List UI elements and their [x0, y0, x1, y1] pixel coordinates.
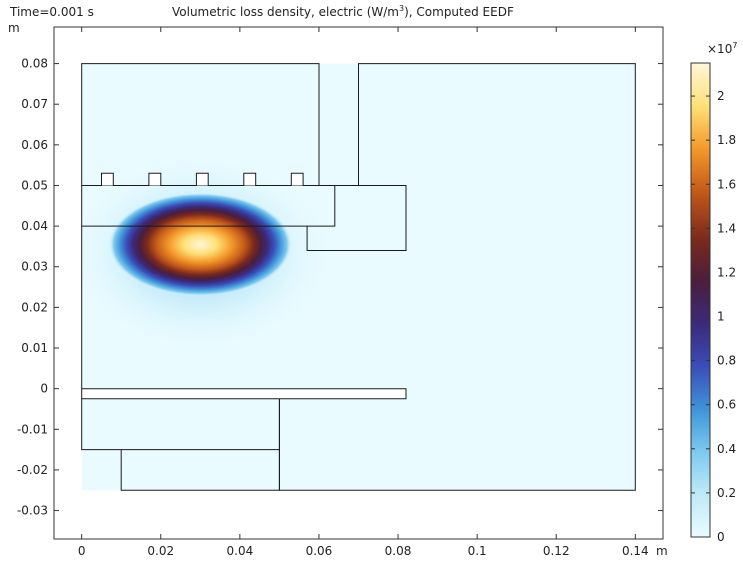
- y-tick-label: 0.03: [21, 260, 48, 274]
- colorbar-tick-label: 1.6: [717, 177, 736, 191]
- y-tick-label: 0.04: [21, 219, 48, 233]
- colorbar-tick-label: 1.8: [717, 133, 736, 147]
- time-label: Time=0.001 s: [9, 5, 94, 19]
- outline-coil-turn-5: [290, 172, 304, 186]
- y-axis-unit: m: [8, 21, 20, 35]
- y-tick-label: 0.01: [21, 341, 48, 355]
- y-tick-label: 0.06: [21, 138, 48, 152]
- x-axis-ticks: 0 0.02 0.04 0.06 0.08 0.1 0.12 0.14: [78, 27, 649, 558]
- plot-frame: [53, 26, 664, 540]
- outline-right-domain: [279, 63, 636, 491]
- colorbar-multiplier: ×107: [707, 41, 737, 56]
- outline-window-step: [307, 185, 336, 227]
- x-tick-label: 0.06: [306, 544, 333, 558]
- outline-coil-turn-1: [101, 172, 114, 186]
- colorbar-gradient: [690, 62, 711, 538]
- colorbar-ticks: 0 0.2 0.4 0.6 0.8 1 1.2 1.4 1.6 1.8 2: [691, 89, 736, 544]
- colorbar-tick-label: 0.6: [717, 398, 736, 412]
- field-peak: [108, 192, 293, 297]
- x-tick-label: 0.08: [385, 544, 412, 558]
- colorbar-tick-label: 0.2: [717, 486, 736, 500]
- outline-wafer-plate: [81, 388, 407, 400]
- y-tick-label: 0.02: [21, 300, 48, 314]
- outline-coil-turn-4: [243, 172, 257, 186]
- x-axis-unit: m: [656, 544, 668, 558]
- x-tick-label: 0.14: [622, 544, 649, 558]
- x-tick-label: 0.12: [543, 544, 570, 558]
- y-tick-label: -0.01: [17, 422, 48, 436]
- colorbar-tick-label: 1.2: [717, 265, 736, 279]
- outline-upper-coil-block: [81, 63, 320, 186]
- colorbar-tick-label: 0.8: [717, 354, 736, 368]
- x-tick-label: 0.04: [227, 544, 254, 558]
- y-tick-label: 0.07: [21, 97, 48, 111]
- y-axis-ticks: 0.08 0.07 0.06 0.05 0.04 0.03 0.02 0.01 0 -0.01 -0…: [17, 57, 663, 518]
- x-tick-label: 0: [78, 544, 86, 558]
- geometry-outlines: [81, 63, 636, 491]
- colorbar-tick-label: 1.4: [717, 221, 736, 235]
- y-tick-label: -0.02: [17, 463, 48, 477]
- colorbar-tick-label: 2: [717, 89, 725, 103]
- y-tick-label: 0.08: [21, 57, 48, 71]
- outline-coil-turn-2: [148, 172, 162, 186]
- colorbar-tick-label: 0: [717, 530, 725, 544]
- y-tick-label: 0.05: [21, 178, 48, 192]
- colorbar-tick-label: 1: [717, 310, 725, 324]
- x-tick-label: 0.02: [147, 544, 174, 558]
- y-tick-label: -0.03: [17, 504, 48, 518]
- plot-title: Volumetric loss density, electric (W/m3)…: [172, 4, 514, 19]
- x-tick-label: 0.1: [468, 544, 487, 558]
- field-layer: [81, 63, 636, 491]
- colorbar-tick-label: 0.4: [717, 442, 736, 456]
- y-tick-label: 0: [40, 382, 48, 396]
- outline-coil-turn-3: [195, 172, 209, 186]
